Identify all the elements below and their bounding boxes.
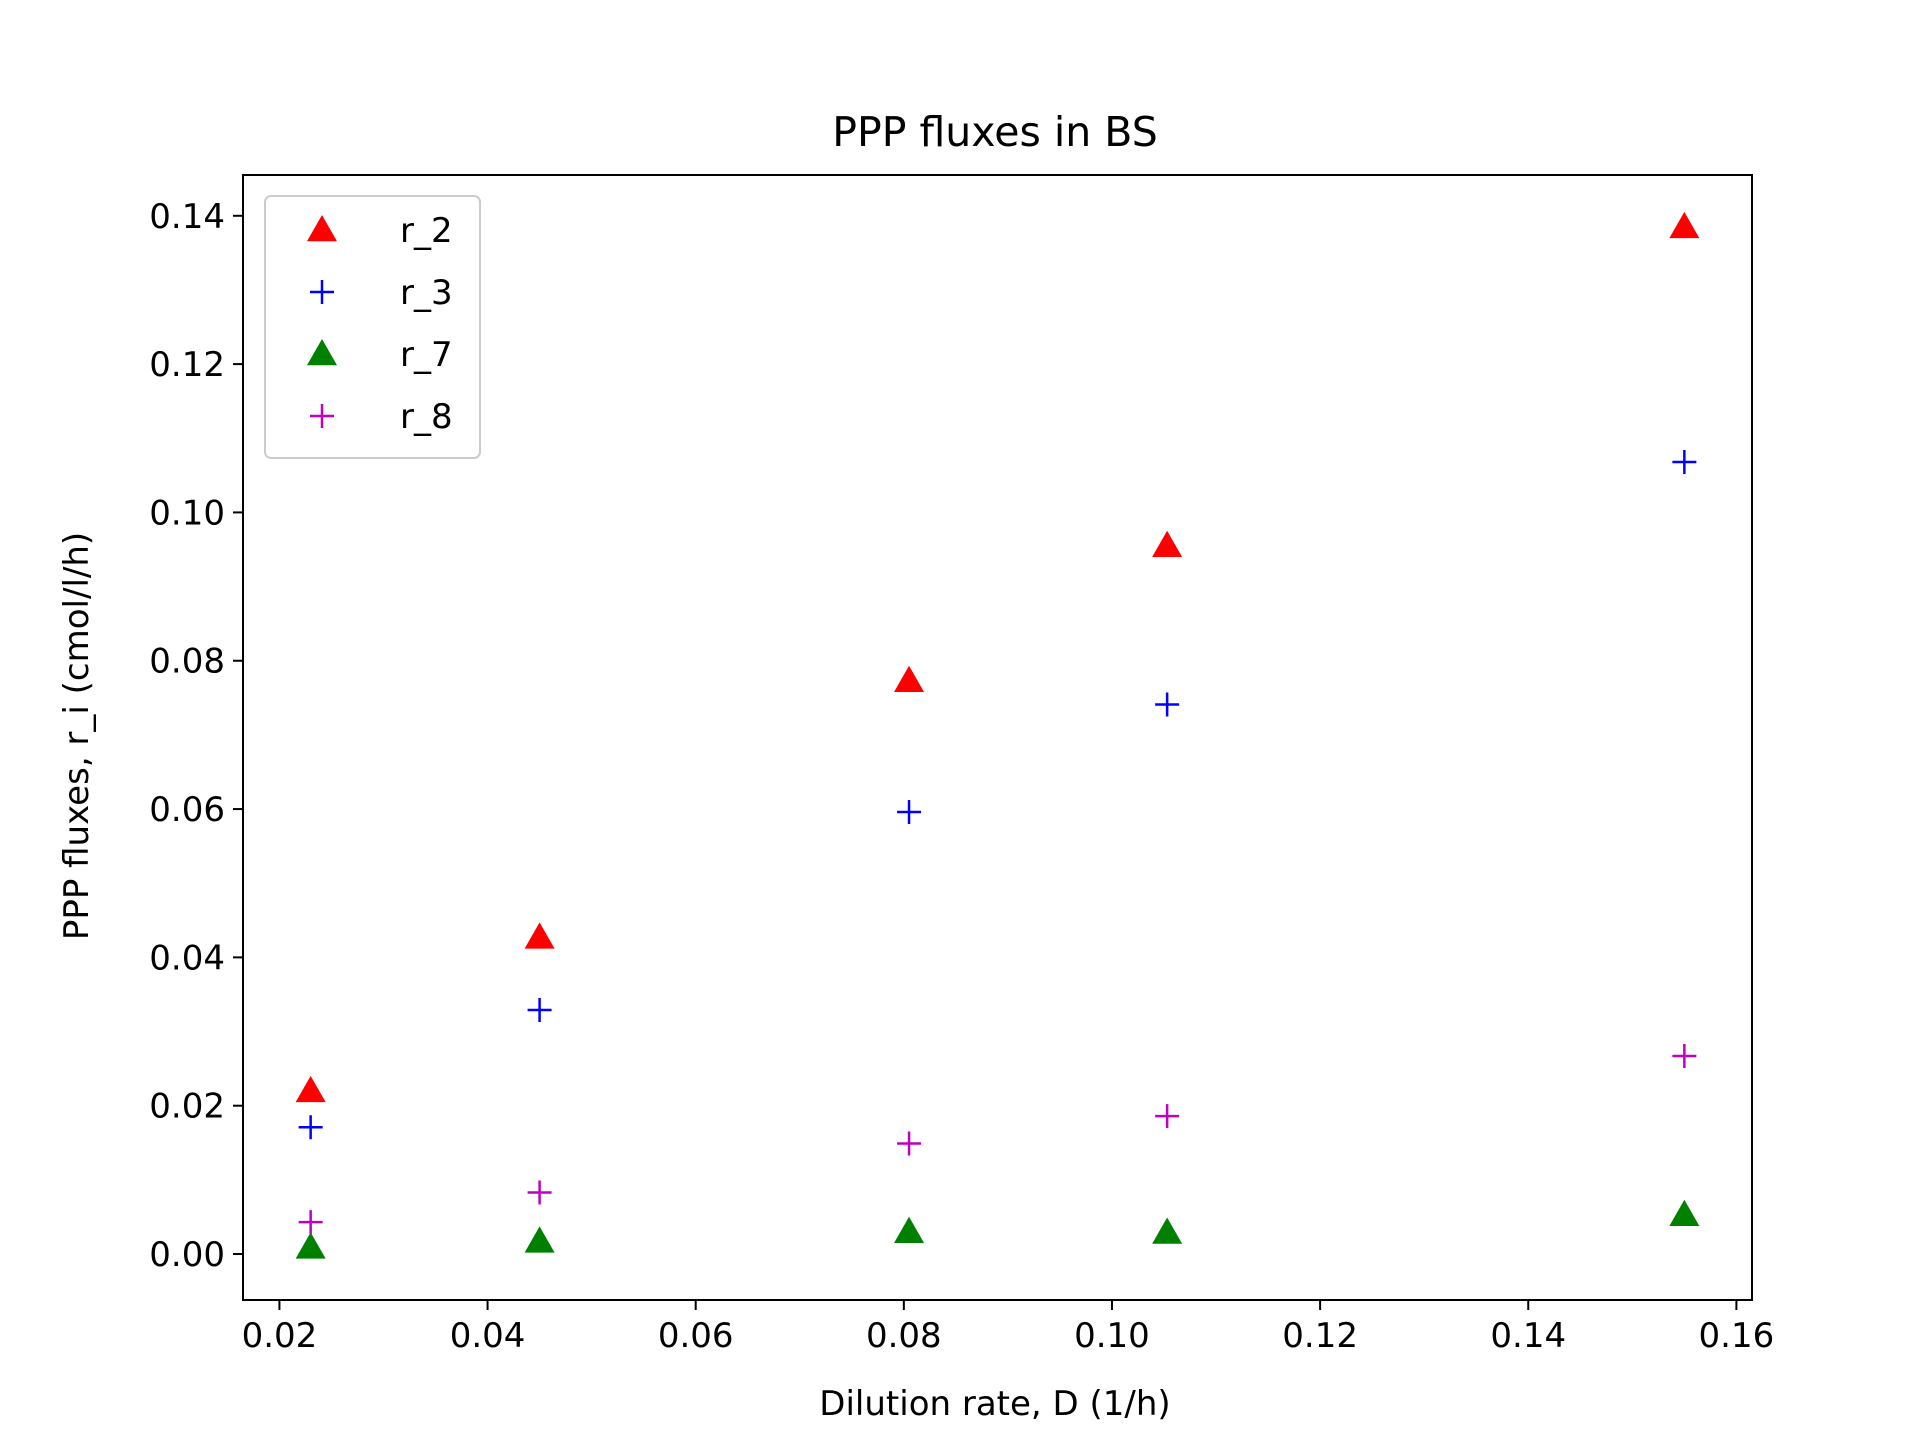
x-tick-label: 0.04 <box>450 1316 526 1356</box>
data-point-r3 <box>527 998 552 1023</box>
data-point-r3 <box>1672 449 1697 474</box>
y-tick-label: 0.00 <box>149 1235 225 1275</box>
legend-label: r_2 <box>400 211 453 251</box>
data-point-r8 <box>298 1210 323 1235</box>
data-point-r2 <box>1152 530 1183 558</box>
legend-box <box>264 195 481 459</box>
data-point-r2 <box>524 922 555 949</box>
data-point-r2 <box>1669 211 1700 239</box>
data-point-r3 <box>1155 692 1180 717</box>
data-point-r2 <box>894 665 925 693</box>
x-tick-label: 0.12 <box>1282 1316 1358 1356</box>
data-point-r7 <box>894 1216 925 1244</box>
legend-marker-r8 <box>310 404 334 428</box>
y-tick-label: 0.10 <box>149 493 225 533</box>
y-tick-label: 0.02 <box>149 1087 225 1127</box>
data-point-r7 <box>524 1226 555 1253</box>
data-point-r8 <box>1672 1044 1697 1069</box>
legend-label: r_8 <box>400 397 453 437</box>
x-tick-label: 0.02 <box>242 1316 318 1356</box>
y-tick-label: 0.04 <box>149 938 225 978</box>
chart-title: PPP fluxes in BS <box>832 108 1157 156</box>
legend-marker-r3 <box>310 280 334 304</box>
data-point-r7 <box>1152 1217 1183 1244</box>
y-tick-label: 0.14 <box>149 197 225 237</box>
legend-marker-r7 <box>307 339 337 366</box>
x-tick-label: 0.08 <box>866 1316 942 1356</box>
data-point-r2 <box>295 1075 326 1103</box>
legend: r_2 r_3 r_7 r_8 <box>264 195 481 459</box>
legend-marker-r2 <box>307 215 337 242</box>
data-point-r3 <box>298 1115 323 1140</box>
data-point-r8 <box>897 1131 922 1156</box>
data-point-r3 <box>897 800 922 825</box>
plot-frame <box>242 174 1753 1301</box>
x-tick-label: 0.06 <box>658 1316 734 1356</box>
plot-area: 0.02 0.04 0.06 0.08 0.10 0.12 0.14 0.16 0.00 0.02… <box>149 174 1775 1356</box>
legend-label: r_3 <box>400 273 453 313</box>
data-point-r8 <box>1155 1104 1180 1129</box>
x-tick-label: 0.16 <box>1699 1316 1775 1356</box>
legend-label: r_7 <box>400 335 453 375</box>
data-point-r7 <box>295 1232 326 1259</box>
data-point-r7 <box>1669 1199 1700 1226</box>
y-tick-label: 0.12 <box>149 345 225 385</box>
y-tick-label: 0.06 <box>149 790 225 830</box>
x-tick-label: 0.14 <box>1490 1316 1566 1356</box>
y-tick-label: 0.08 <box>149 642 225 682</box>
x-tick-label: 0.10 <box>1074 1316 1150 1356</box>
data-point-r8 <box>527 1180 552 1205</box>
x-axis-label: Dilution rate, D (1/h) <box>819 1384 1170 1424</box>
y-axis-label: PPP fluxes, r_i (cmol/l/h) <box>57 532 97 940</box>
